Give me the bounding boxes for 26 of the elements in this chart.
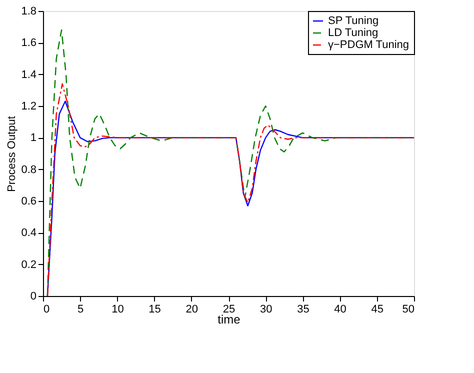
legend-label: γ−PDGM Tuning <box>328 39 410 51</box>
x-tick-label: 20 <box>186 304 198 316</box>
x-tick-label: 45 <box>371 304 384 316</box>
y-tick-label: 0 <box>30 290 36 302</box>
y-tick-label: 1.6 <box>21 37 36 50</box>
y-tick-label: 0.8 <box>21 164 36 176</box>
x-tick-label: 15 <box>148 304 161 316</box>
x-tick-label: 0 <box>44 304 50 316</box>
legend-label: LD Tuning <box>328 27 378 39</box>
y-tick-label: 1.2 <box>21 100 36 112</box>
y-tick-label: 1.4 <box>21 68 36 81</box>
y-tick-label: 0.2 <box>21 258 36 271</box>
x-tick-label: 50 <box>402 304 414 316</box>
legend-label: SP Tuning <box>328 15 379 27</box>
y-axis-title: Process Output <box>6 116 18 192</box>
y-tick-label: 0.6 <box>21 196 36 208</box>
x-tick-label: 40 <box>334 304 346 316</box>
y-tick-label: 1.8 <box>21 6 36 18</box>
x-tick-label: 35 <box>297 304 310 316</box>
y-tick-label: 1 <box>30 132 36 144</box>
x-axis-title: time <box>218 312 241 326</box>
x-tick-label: 25 <box>222 304 236 316</box>
x-tick-label: 10 <box>112 304 124 316</box>
y-tick-label: 0.4 <box>21 227 36 240</box>
x-tick-label: 5 <box>78 304 84 316</box>
x-tick-label: 30 <box>260 304 272 316</box>
